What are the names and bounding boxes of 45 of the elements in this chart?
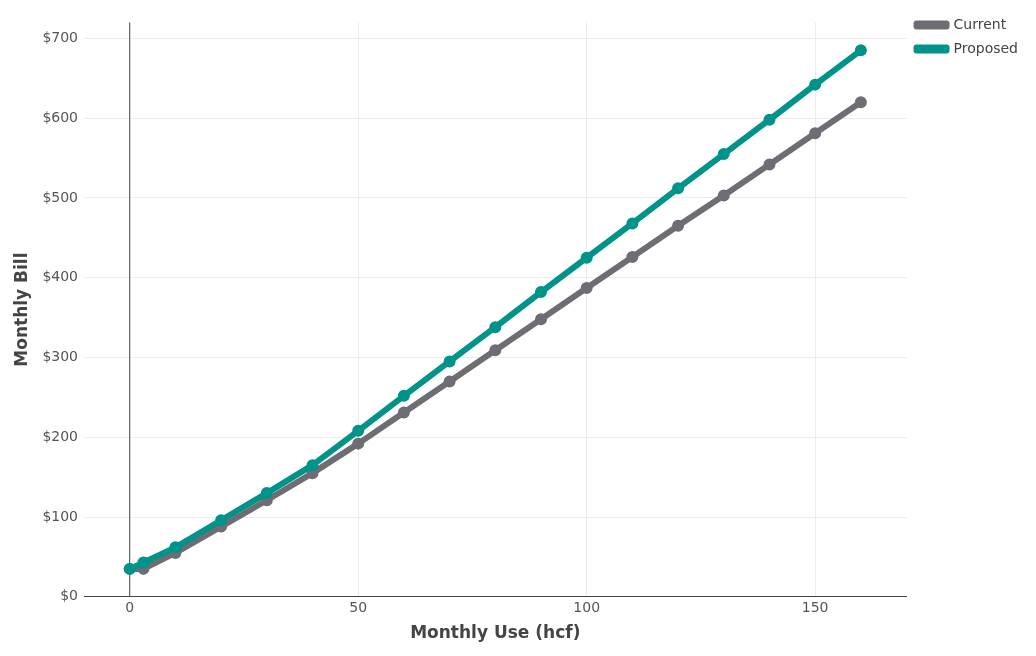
point <box>352 424 365 437</box>
y-tick-label: $0 <box>60 587 79 604</box>
point <box>763 113 776 126</box>
point <box>306 459 319 472</box>
point <box>215 514 228 527</box>
y-axis-title: Monthly Bill <box>10 252 31 367</box>
legend-label: Current <box>953 15 1007 32</box>
y-tick-label: $400 <box>42 268 79 285</box>
point <box>854 96 867 109</box>
point <box>854 44 867 57</box>
x-tick-label: 50 <box>349 598 368 615</box>
point <box>169 541 182 554</box>
x-tick-label: 0 <box>125 598 135 615</box>
point <box>489 321 502 334</box>
y-tick-label: $700 <box>42 29 79 45</box>
point <box>534 286 547 299</box>
point <box>717 148 730 161</box>
point <box>443 355 456 368</box>
point <box>580 282 593 295</box>
y-tick-label: $300 <box>42 348 79 365</box>
point <box>763 158 776 171</box>
point <box>717 189 730 202</box>
point <box>809 127 822 140</box>
point <box>352 437 365 450</box>
legend-label: Proposed <box>953 39 1019 56</box>
x-axis-title: Monthly Use (hcf) <box>410 622 581 643</box>
point <box>397 406 410 419</box>
y-tick-label: $500 <box>42 188 79 205</box>
point <box>443 375 456 388</box>
point <box>260 487 273 500</box>
y-tick-label: $200 <box>42 427 79 444</box>
point <box>534 313 547 326</box>
point <box>626 217 639 230</box>
point <box>626 250 639 263</box>
point <box>809 78 822 91</box>
point <box>672 182 685 195</box>
y-tick-label: $600 <box>42 108 79 125</box>
point <box>672 219 685 232</box>
point <box>137 556 150 569</box>
point <box>489 344 502 357</box>
x-tick-label: 150 <box>801 598 829 615</box>
y-tick-label: $100 <box>42 507 79 524</box>
point <box>397 389 410 402</box>
x-tick-label: 100 <box>573 598 601 615</box>
point <box>580 251 593 264</box>
